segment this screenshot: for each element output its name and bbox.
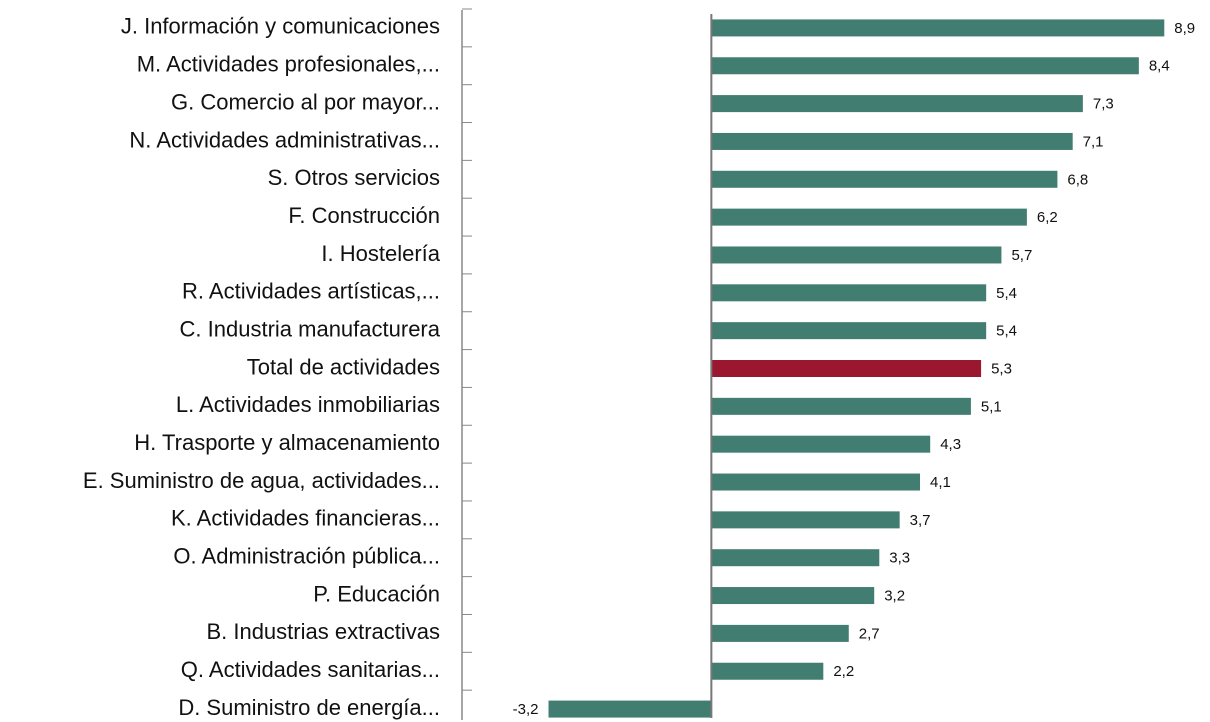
value-label: 6,2 (1037, 209, 1058, 226)
category-label: F. Construcción (288, 203, 440, 228)
bar (711, 473, 921, 491)
bar (711, 624, 849, 642)
value-label: 5,3 (991, 360, 1012, 377)
bar (711, 662, 824, 680)
category-label: P. Educación (313, 581, 440, 606)
category-label: H. Trasporte y almacenamiento (134, 430, 440, 455)
value-label: 7,3 (1093, 96, 1114, 113)
bar (711, 170, 1058, 188)
bar (711, 95, 1083, 113)
category-label: N. Actividades administrativas... (129, 127, 440, 152)
category-label: R. Actividades artísticas,... (182, 279, 440, 304)
value-label: 3,2 (884, 588, 905, 605)
bar (711, 549, 880, 567)
category-label: C. Industria manufacturera (180, 316, 441, 341)
value-label: 3,3 (889, 550, 910, 567)
bar (711, 322, 987, 340)
value-label: 6,8 (1067, 171, 1088, 188)
category-label: G. Comercio al por mayor... (171, 89, 440, 114)
bar (711, 246, 1002, 264)
category-label: M. Actividades profesionales,... (137, 52, 440, 77)
value-label: 8,4 (1149, 58, 1170, 75)
bar (548, 700, 712, 718)
value-label: 5,4 (996, 323, 1017, 340)
category-label: S. Otros servicios (268, 165, 440, 190)
value-label: 5,1 (981, 398, 1002, 415)
category-label: Q. Actividades sanitarias... (181, 657, 440, 682)
bar (711, 397, 971, 415)
bar (711, 435, 931, 453)
value-label: 2,2 (833, 663, 854, 680)
category-label: B. Industrias extractivas (206, 619, 440, 644)
value-label: 5,4 (996, 285, 1017, 302)
category-label: L. Actividades inmobiliarias (176, 392, 440, 417)
bar (711, 587, 875, 605)
value-label: -3,2 (513, 701, 539, 718)
category-label: E. Suministro de agua, actividades... (83, 468, 440, 493)
bar (711, 19, 1165, 37)
bar (711, 284, 987, 302)
bar (711, 511, 900, 529)
category-label: Total de actividades (247, 354, 440, 379)
bar (711, 208, 1027, 226)
value-label: 8,9 (1174, 20, 1195, 37)
value-label: 5,7 (1011, 247, 1032, 264)
category-label: O. Administración pública... (173, 544, 440, 569)
bar (711, 132, 1073, 150)
category-label: I. Hostelería (321, 241, 440, 266)
value-label: 7,1 (1083, 133, 1104, 150)
category-label: D. Suministro de energía... (178, 695, 440, 720)
value-label: 3,7 (910, 512, 931, 529)
bar (711, 57, 1139, 75)
bar (711, 360, 982, 377)
value-label: 4,3 (940, 436, 961, 453)
value-label: 4,1 (930, 474, 951, 491)
category-label: K. Actividades financieras... (171, 506, 440, 531)
category-label: J. Información y comunicaciones (121, 14, 440, 39)
value-label: 2,7 (859, 625, 880, 642)
